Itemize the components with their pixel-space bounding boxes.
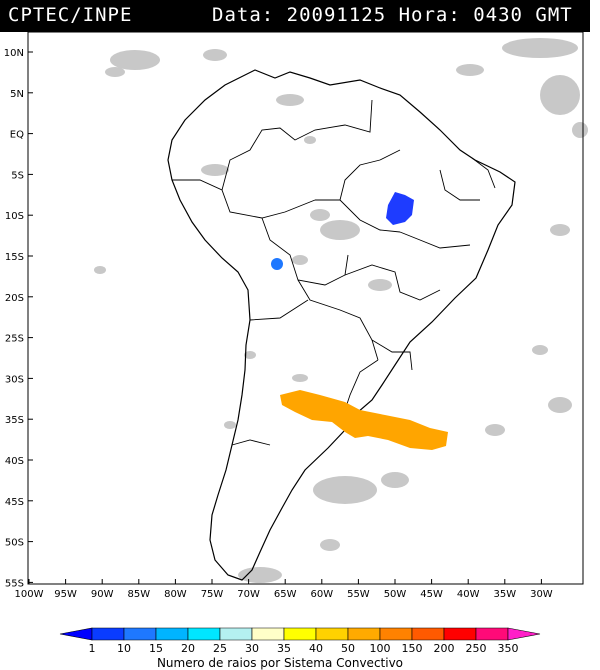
lon-label: 90W (91, 589, 114, 600)
lon-label: 40W (457, 589, 480, 600)
colorbar-title: Numero de raios por Sistema Convectivo (157, 656, 403, 670)
lon-label: 35W (493, 589, 516, 600)
colorbar-segment (59, 627, 93, 641)
lon-label: 55W (347, 589, 370, 600)
colorbar-value: 350 (498, 642, 519, 655)
colorbar-value: 20 (181, 642, 195, 655)
system-brasil-central (386, 192, 414, 225)
system-bolivia (271, 258, 283, 270)
colorbar-segment (251, 627, 285, 641)
lat-label: 35S (5, 415, 24, 426)
lon-label: 45W (420, 589, 443, 600)
cloud-patches (94, 38, 588, 583)
lon-label: 95W (54, 589, 77, 600)
lat-label: 5S (11, 170, 24, 181)
colorbar-segment (507, 627, 541, 641)
colorbar-segment (219, 627, 253, 641)
map-area (28, 32, 583, 584)
lon-label: 100W (15, 589, 44, 600)
lat-label: 40S (5, 456, 24, 467)
lat-label: 5N (10, 89, 24, 100)
latitude-labels: 10N 5N EQ 5S 10S 15S 20S 25S 30S 35S 40S 45S 50S 55S (4, 48, 33, 589)
lon-label: 30W (530, 589, 553, 600)
colorbar-value: 25 (213, 642, 227, 655)
lon-label: 60W (310, 589, 333, 600)
lat-label: 15S (5, 252, 24, 263)
lon-label: 75W (201, 589, 224, 600)
colorbar-segment (379, 627, 413, 641)
lon-label: 65W (274, 589, 297, 600)
colorbar-value: 100 (370, 642, 391, 655)
colorbar (59, 627, 541, 641)
colorbar-value: 30 (245, 642, 259, 655)
lat-label: 20S (5, 293, 24, 304)
colorbar-value: 250 (466, 642, 487, 655)
colorbar-segment (411, 627, 445, 641)
map-svg: 10N5NEQ5S10S15S20S25S30S35S40S45S50S55S … (4, 32, 588, 670)
colorbar-value: 35 (277, 642, 291, 655)
colorbar-value: 50 (341, 642, 355, 655)
lon-label: 85W (127, 589, 150, 600)
colorbar-segment (347, 627, 381, 641)
colorbar-segment (187, 627, 221, 641)
colorbar-segment (315, 627, 349, 641)
continent-outline (167, 69, 516, 581)
lat-label: 10N (4, 48, 24, 59)
lon-label: 70W (237, 589, 260, 600)
colorbar-value: 150 (402, 642, 423, 655)
colorbar-segment (91, 627, 125, 641)
colorbar-labels: 1 10 15 20 25 30 35 40 50 100 150 200 250 350 (89, 642, 519, 655)
colorbar-segment (475, 627, 509, 641)
map-frame-border (27, 32, 584, 585)
colorbar-value: 10 (117, 642, 131, 655)
lat-label: 25S (5, 334, 24, 345)
colorbar-value: 200 (434, 642, 455, 655)
lat-label: 30S (5, 374, 24, 385)
timestamp-label: Data: 20091125 Hora: 0430 GMT (212, 4, 573, 26)
colorbar-segment (155, 627, 189, 641)
colorbar-segment (123, 627, 157, 641)
colorbar-segment (283, 627, 317, 641)
lat-label: 45S (5, 497, 24, 508)
system-argentina (280, 390, 448, 450)
colorbar-value: 1 (89, 642, 96, 655)
longitude-labels: 100W 95W 90W 85W 80W 75W 70W 65W 60W 55W 50W 45W 40W… (15, 579, 553, 600)
country-borders (172, 99, 496, 446)
lat-label: EQ (10, 130, 24, 141)
colorbar-segment (443, 627, 477, 641)
source-label: CPTEC/INPE (8, 4, 133, 26)
colorbar-value: 40 (309, 642, 323, 655)
lat-label: 55S (5, 578, 24, 589)
colorbar-value: 15 (149, 642, 163, 655)
lon-label: 80W (164, 589, 187, 600)
lon-label: 50W (384, 589, 407, 600)
header-bar: CPTEC/INPE Data: 20091125 Hora: 0430 GMT (0, 0, 590, 32)
lat-label: 50S (5, 538, 24, 549)
lat-label: 10S (5, 211, 24, 222)
